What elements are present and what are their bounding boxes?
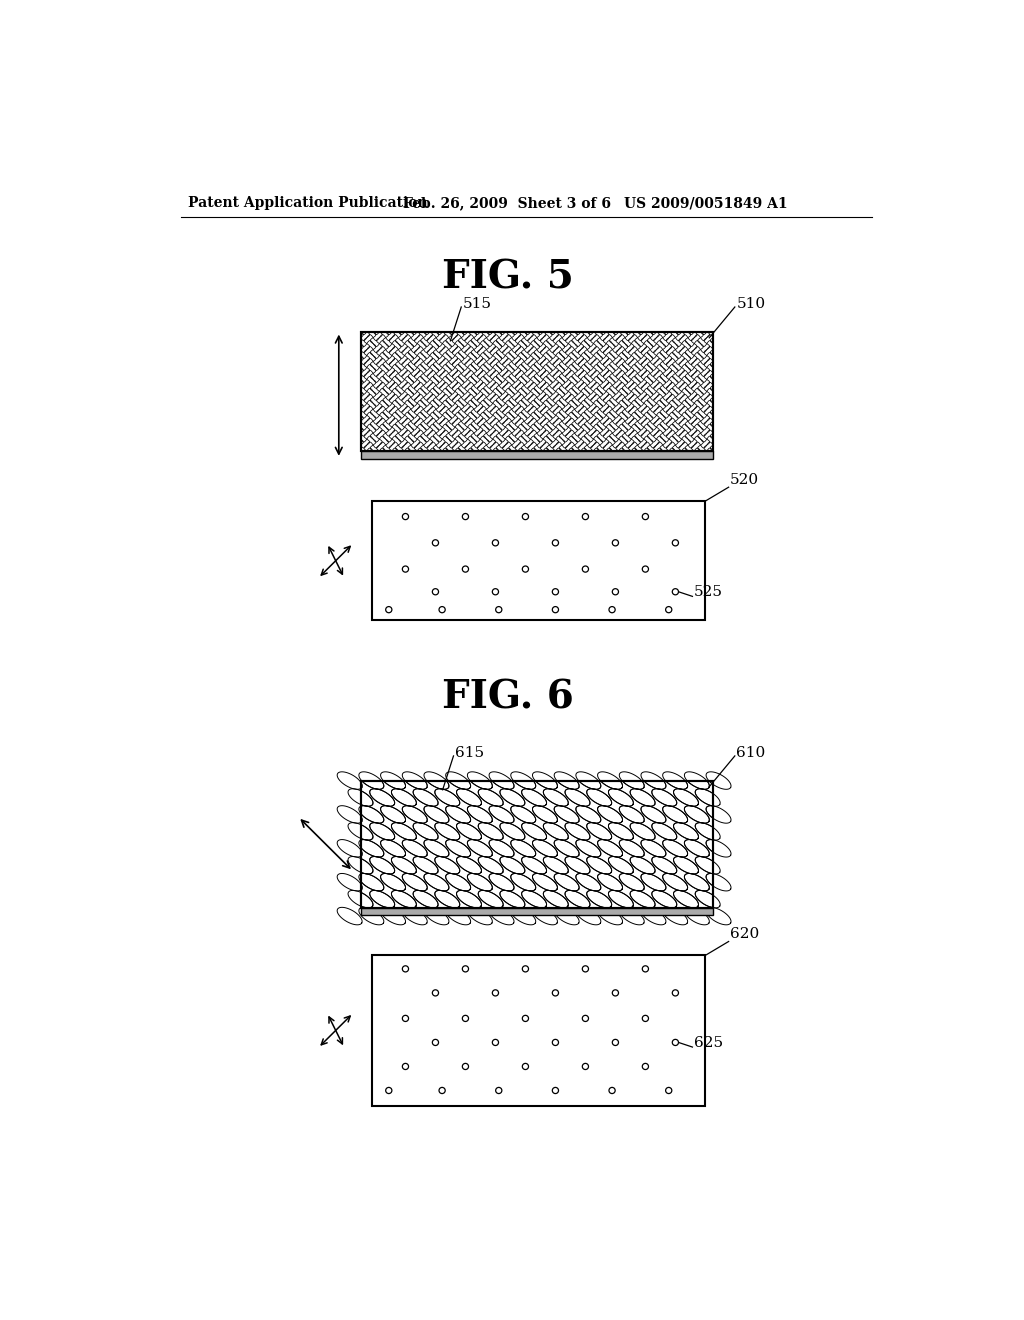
Bar xyxy=(360,331,713,451)
Circle shape xyxy=(402,1064,409,1069)
Circle shape xyxy=(642,966,648,972)
Bar xyxy=(372,956,706,1106)
Circle shape xyxy=(673,1039,679,1045)
Text: Patent Application Publication: Patent Application Publication xyxy=(188,197,428,210)
Circle shape xyxy=(493,990,499,997)
Circle shape xyxy=(666,1088,672,1093)
Circle shape xyxy=(583,966,589,972)
Circle shape xyxy=(439,1088,445,1093)
Circle shape xyxy=(522,1015,528,1022)
Circle shape xyxy=(439,607,445,612)
Text: Feb. 26, 2009  Sheet 3 of 6: Feb. 26, 2009 Sheet 3 of 6 xyxy=(403,197,611,210)
Circle shape xyxy=(462,1064,469,1069)
Circle shape xyxy=(609,607,615,612)
Circle shape xyxy=(612,540,618,546)
Circle shape xyxy=(493,1039,499,1045)
Circle shape xyxy=(673,589,679,595)
Circle shape xyxy=(642,1015,648,1022)
Circle shape xyxy=(522,966,528,972)
Circle shape xyxy=(612,589,618,595)
Circle shape xyxy=(666,607,672,612)
Circle shape xyxy=(432,1039,438,1045)
Circle shape xyxy=(462,566,469,572)
Circle shape xyxy=(402,513,409,520)
Text: US 2009/0051849 A1: US 2009/0051849 A1 xyxy=(624,197,787,210)
Circle shape xyxy=(462,966,469,972)
Text: 615: 615 xyxy=(455,746,484,760)
Circle shape xyxy=(642,513,648,520)
Circle shape xyxy=(432,990,438,997)
Circle shape xyxy=(493,540,499,546)
Bar xyxy=(372,502,706,620)
Text: 620: 620 xyxy=(730,928,760,941)
Circle shape xyxy=(552,607,558,612)
Circle shape xyxy=(583,1064,589,1069)
Circle shape xyxy=(642,566,648,572)
Circle shape xyxy=(552,540,558,546)
Text: 510: 510 xyxy=(736,297,766,312)
Circle shape xyxy=(552,1088,558,1093)
Circle shape xyxy=(462,1015,469,1022)
Text: FIG. 6: FIG. 6 xyxy=(441,678,573,717)
Circle shape xyxy=(432,589,438,595)
Circle shape xyxy=(552,1039,558,1045)
Circle shape xyxy=(432,540,438,546)
Circle shape xyxy=(673,990,679,997)
Circle shape xyxy=(386,607,392,612)
Circle shape xyxy=(522,1064,528,1069)
Bar xyxy=(360,451,713,459)
Circle shape xyxy=(612,990,618,997)
Text: 610: 610 xyxy=(736,746,766,760)
Circle shape xyxy=(462,513,469,520)
Circle shape xyxy=(493,589,499,595)
Circle shape xyxy=(612,1039,618,1045)
Circle shape xyxy=(583,566,589,572)
Circle shape xyxy=(496,607,502,612)
Circle shape xyxy=(552,589,558,595)
Circle shape xyxy=(583,1015,589,1022)
Text: 625: 625 xyxy=(694,1036,723,1049)
Text: FIG. 5: FIG. 5 xyxy=(441,259,573,297)
Circle shape xyxy=(552,990,558,997)
Circle shape xyxy=(583,513,589,520)
Bar xyxy=(360,908,713,915)
Circle shape xyxy=(386,1088,392,1093)
Circle shape xyxy=(609,1088,615,1093)
Circle shape xyxy=(402,966,409,972)
Text: 515: 515 xyxy=(463,297,492,312)
Circle shape xyxy=(522,566,528,572)
Bar xyxy=(360,780,713,908)
Text: 520: 520 xyxy=(730,473,760,487)
Circle shape xyxy=(673,540,679,546)
Text: 525: 525 xyxy=(694,585,723,599)
Circle shape xyxy=(522,513,528,520)
Bar xyxy=(360,331,713,451)
Bar xyxy=(360,780,713,908)
Circle shape xyxy=(642,1064,648,1069)
Circle shape xyxy=(496,1088,502,1093)
Circle shape xyxy=(402,1015,409,1022)
Circle shape xyxy=(402,566,409,572)
